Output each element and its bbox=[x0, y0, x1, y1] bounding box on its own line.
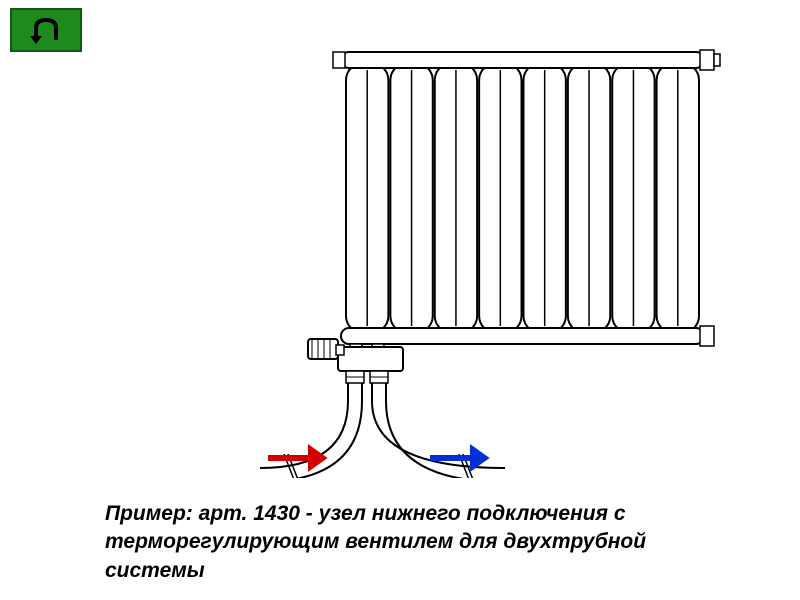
diagram-svg bbox=[110, 38, 770, 478]
back-button[interactable] bbox=[10, 8, 82, 52]
caption-prefix: Пример: bbox=[105, 502, 193, 525]
caption: Пример: арт. 1430 - узел нижнего подключ… bbox=[105, 500, 730, 585]
radiator-diagram bbox=[110, 38, 770, 468]
u-turn-icon bbox=[24, 16, 68, 44]
